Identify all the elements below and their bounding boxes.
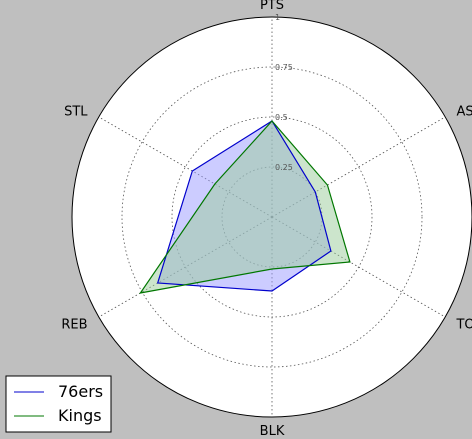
r-tick-label: 1	[275, 13, 280, 22]
axis-label-stl: STL	[64, 105, 88, 120]
r-tick-label: 0.25	[275, 163, 293, 172]
legend: 76ers Kings	[6, 376, 111, 432]
axis-label-tov: TOV	[455, 318, 472, 333]
axis-label-blk: BLK	[260, 424, 285, 439]
axis-label-reb: REB	[61, 318, 87, 333]
r-tick-label: 0.5	[275, 113, 288, 122]
r-tick-label: 0.75	[275, 63, 293, 72]
axis-label-pts: PTS	[260, 0, 284, 13]
axis-label-ast: AST	[456, 105, 472, 120]
legend-label-76ers: 76ers	[58, 382, 103, 401]
legend-label-kings: Kings	[58, 406, 102, 425]
